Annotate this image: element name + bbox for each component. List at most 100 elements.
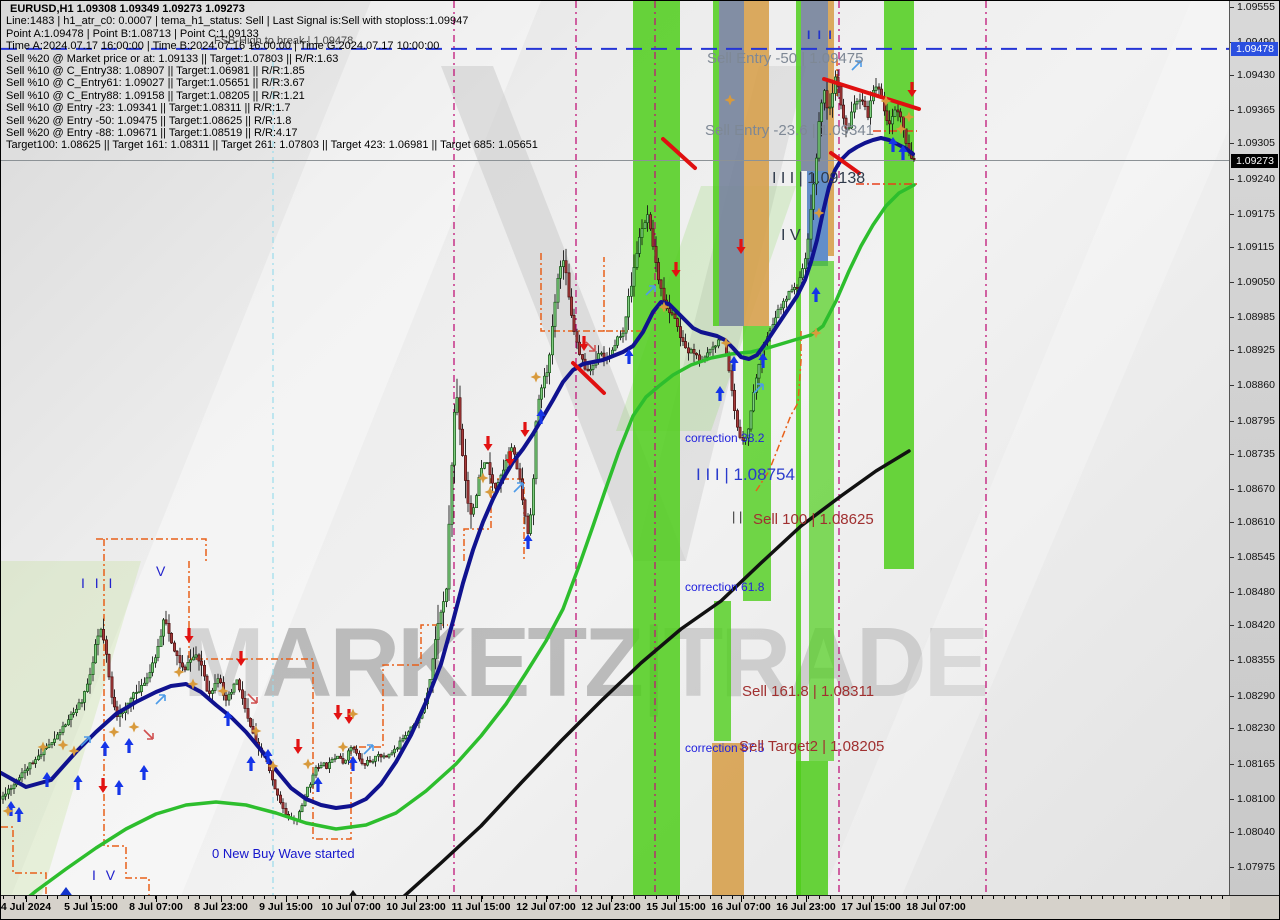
price-tick bbox=[1230, 317, 1234, 319]
time-label: 16 Jul 07:00 bbox=[711, 901, 771, 913]
hollow-up-arrow-icon bbox=[851, 60, 862, 71]
time-label: 18 Jul 07:00 bbox=[906, 901, 966, 913]
minor-time-tick bbox=[1123, 896, 1125, 899]
buy-arrow-icon bbox=[888, 137, 898, 152]
price-label: 1.08925 bbox=[1237, 344, 1275, 357]
annotation-label: correction 38.2 bbox=[685, 431, 765, 445]
price-label: 1.08100 bbox=[1237, 793, 1275, 806]
major-time-tick bbox=[546, 896, 547, 902]
price-axis[interactable]: 1.095551.094901.094301.093651.093051.092… bbox=[1229, 1, 1279, 906]
price-label: 1.08670 bbox=[1237, 482, 1275, 495]
hollow-up-arrow-icon bbox=[645, 285, 656, 296]
sell-arrow-icon bbox=[236, 651, 246, 666]
price-tick bbox=[1230, 799, 1234, 801]
minor-time-tick bbox=[1178, 896, 1180, 899]
band bbox=[743, 326, 771, 601]
buy-arrow-icon bbox=[14, 807, 24, 822]
price-label: 1.09430 bbox=[1237, 69, 1275, 82]
minor-time-tick bbox=[1047, 896, 1049, 899]
time-axis[interactable]: 4 Jul 2024 5 Jul 15:00 8 Jul 07:00 8 Jul 23… bbox=[1, 895, 1279, 919]
buy-arrow-icon bbox=[348, 756, 358, 771]
minor-time-tick bbox=[253, 896, 255, 899]
trendline[interactable] bbox=[829, 151, 861, 175]
chart-canvas[interactable] bbox=[1, 1, 1232, 898]
buy-arrow-icon bbox=[624, 349, 634, 364]
minor-time-tick bbox=[568, 896, 570, 899]
price-tick bbox=[1230, 143, 1234, 145]
minor-time-tick bbox=[242, 896, 244, 899]
buy-arrow-icon bbox=[811, 287, 821, 302]
minor-time-tick bbox=[427, 896, 429, 899]
buy-arrow-icon bbox=[73, 775, 83, 790]
minor-time-tick bbox=[710, 896, 712, 899]
price-tick bbox=[1230, 350, 1234, 352]
annotation-label: correction 61.8 bbox=[685, 580, 765, 594]
minor-time-tick bbox=[786, 896, 788, 899]
minor-time-tick bbox=[971, 896, 973, 899]
buy-arrow-icon bbox=[523, 534, 533, 549]
minor-time-tick bbox=[13, 896, 15, 899]
header-line: Target100: 1.08625 || Target 161: 1.0831… bbox=[6, 139, 538, 152]
star-icon bbox=[250, 725, 262, 737]
minor-time-tick bbox=[3, 896, 4, 899]
header-line: Sell %10 @ Entry -23: 1.09341 || Target:… bbox=[6, 102, 291, 115]
star-icon bbox=[217, 685, 229, 697]
minor-time-tick bbox=[1069, 896, 1071, 899]
sell-arrow-icon bbox=[579, 336, 589, 351]
chart-plot-area[interactable]: MARKETZ|TRADE FSB-High to break | 1.0947… bbox=[1, 1, 1232, 898]
minor-time-tick bbox=[916, 896, 918, 899]
annotation-label: I I I bbox=[81, 575, 116, 591]
annotation-label: | | bbox=[732, 509, 743, 524]
minor-time-tick bbox=[362, 896, 364, 899]
price-label: 1.09115 bbox=[1237, 240, 1275, 253]
major-time-tick bbox=[221, 896, 222, 902]
minor-time-tick bbox=[231, 896, 233, 899]
hollow-down-arrow-icon bbox=[585, 341, 596, 352]
minor-time-tick bbox=[742, 896, 744, 899]
fsb-high-label: FSB-High to break | 1.09478 bbox=[214, 35, 354, 47]
annotation-label: I I I | 1.08754 bbox=[696, 465, 795, 484]
trendline[interactable] bbox=[571, 361, 606, 395]
star-icon bbox=[187, 678, 199, 690]
minor-time-tick bbox=[819, 896, 820, 899]
header-line: Point A:1.09478 | Point B:1.08713 | Poin… bbox=[6, 27, 259, 40]
star-icon bbox=[57, 739, 69, 751]
price-tick bbox=[1230, 281, 1234, 283]
band bbox=[633, 1, 680, 898]
price-tick bbox=[1230, 763, 1234, 765]
buy-arrow-icon bbox=[536, 409, 546, 424]
minor-time-tick bbox=[1167, 896, 1169, 899]
major-time-tick bbox=[741, 896, 742, 902]
price-label: 1.08165 bbox=[1237, 757, 1275, 770]
sell-arrow-icon bbox=[184, 628, 194, 643]
band bbox=[828, 1, 834, 256]
major-time-tick bbox=[351, 896, 352, 902]
sell-arrow-icon bbox=[293, 739, 303, 754]
buy-arrow-icon bbox=[124, 738, 134, 753]
price-badge: 1.09273 bbox=[1231, 153, 1278, 168]
minor-time-tick bbox=[764, 896, 766, 899]
time-label: 11 Jul 15:00 bbox=[451, 901, 511, 913]
minor-time-tick bbox=[982, 896, 984, 899]
trendline[interactable] bbox=[822, 77, 921, 111]
trendline[interactable] bbox=[661, 137, 697, 170]
watermark-left: MARKETZ bbox=[183, 607, 644, 717]
sell-arrow-icon bbox=[671, 262, 681, 277]
star-icon bbox=[658, 301, 670, 313]
minor-time-tick bbox=[68, 896, 70, 899]
minor-time-tick bbox=[677, 896, 679, 899]
major-time-tick bbox=[676, 896, 677, 902]
buy-arrow-icon bbox=[246, 756, 256, 771]
buy-arrow-icon bbox=[758, 353, 768, 368]
minor-time-tick bbox=[503, 896, 505, 899]
major-time-tick bbox=[416, 896, 417, 902]
minor-time-tick bbox=[1188, 896, 1190, 899]
major-time-tick bbox=[286, 896, 287, 902]
hollow-up-arrow-icon bbox=[753, 383, 764, 394]
star-icon bbox=[337, 741, 349, 753]
time-label: 8 Jul 07:00 bbox=[129, 901, 183, 913]
annotation-label: Sell Entry -50 | 1.09475 bbox=[707, 50, 864, 67]
navy-tema-ma bbox=[1, 136, 915, 810]
price-label: 1.08610 bbox=[1237, 515, 1275, 528]
star-icon bbox=[530, 371, 542, 383]
